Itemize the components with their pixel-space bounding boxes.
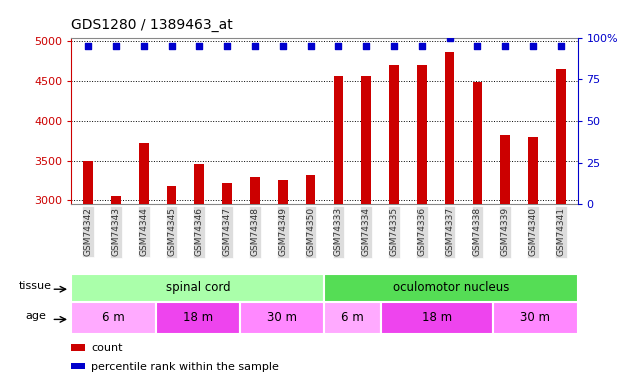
Bar [473, 82, 483, 204]
Text: percentile rank within the sample: percentile rank within the sample [91, 362, 279, 372]
Bar [71, 302, 156, 334]
Text: 18 m: 18 m [183, 311, 213, 324]
Text: oculomotor nucleus: oculomotor nucleus [393, 281, 509, 294]
Text: 30 m: 30 m [520, 311, 550, 324]
Bar [222, 183, 232, 204]
Text: spinal cord: spinal cord [166, 281, 230, 294]
Point [389, 43, 399, 49]
Bar [361, 76, 371, 204]
Text: 30 m: 30 m [267, 311, 297, 324]
Point [333, 43, 343, 49]
Point [361, 43, 371, 49]
Point [528, 43, 538, 49]
Bar [71, 344, 85, 351]
Bar [556, 69, 566, 204]
Point [306, 43, 315, 49]
Bar [333, 76, 343, 204]
Bar [501, 135, 510, 204]
Bar [389, 64, 399, 204]
Text: 6 m: 6 m [341, 311, 364, 324]
Point [138, 43, 148, 49]
Point [83, 43, 93, 49]
Point [417, 43, 427, 49]
Point [556, 43, 566, 49]
Bar [71, 274, 324, 302]
Point [222, 43, 232, 49]
Bar [417, 64, 427, 204]
Point [501, 43, 510, 49]
Bar [278, 180, 288, 204]
Bar [250, 177, 260, 204]
Bar [156, 302, 240, 334]
Bar [445, 52, 455, 204]
Bar [324, 274, 578, 302]
Text: 6 m: 6 m [102, 311, 125, 324]
Bar [139, 143, 148, 204]
Bar [83, 162, 93, 204]
Point [473, 43, 483, 49]
Point [278, 43, 288, 49]
Bar [528, 137, 538, 204]
Bar [381, 302, 493, 334]
Bar [240, 302, 324, 334]
Bar [493, 302, 578, 334]
Text: 18 m: 18 m [422, 311, 452, 324]
Point [250, 43, 260, 49]
Point [445, 34, 455, 40]
Text: tissue: tissue [19, 281, 52, 291]
Text: age: age [25, 311, 46, 321]
Bar [194, 164, 204, 204]
Bar [71, 363, 85, 369]
Bar [306, 176, 315, 204]
Bar [324, 302, 381, 334]
Text: GDS1280 / 1389463_at: GDS1280 / 1389463_at [71, 18, 233, 32]
Bar [111, 196, 120, 204]
Point [194, 43, 204, 49]
Point [111, 43, 121, 49]
Point [166, 43, 176, 49]
Text: count: count [91, 343, 123, 353]
Bar [166, 186, 176, 204]
